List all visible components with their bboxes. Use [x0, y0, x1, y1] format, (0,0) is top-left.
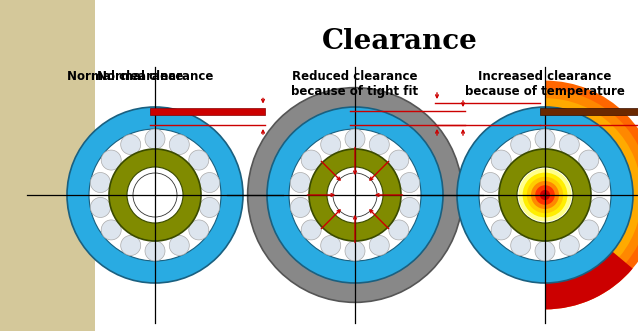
- Circle shape: [369, 235, 389, 256]
- Circle shape: [133, 173, 177, 217]
- Text: Normal clearance: Normal clearance: [67, 70, 183, 83]
- Circle shape: [579, 220, 599, 240]
- Circle shape: [517, 167, 573, 223]
- Circle shape: [290, 172, 311, 193]
- Circle shape: [121, 134, 141, 155]
- Circle shape: [480, 198, 500, 217]
- Circle shape: [345, 241, 365, 261]
- Circle shape: [89, 129, 221, 261]
- Circle shape: [101, 150, 121, 170]
- Circle shape: [480, 172, 500, 193]
- Circle shape: [535, 129, 555, 149]
- Circle shape: [369, 134, 389, 155]
- Circle shape: [590, 198, 609, 217]
- Circle shape: [301, 150, 321, 170]
- Text: Clearance: Clearance: [322, 28, 478, 55]
- Circle shape: [91, 198, 110, 217]
- Circle shape: [523, 172, 567, 217]
- Circle shape: [101, 220, 121, 240]
- Circle shape: [499, 149, 591, 241]
- Circle shape: [321, 235, 341, 256]
- Circle shape: [109, 149, 201, 241]
- Circle shape: [301, 220, 321, 240]
- Wedge shape: [545, 89, 638, 301]
- Circle shape: [290, 198, 311, 217]
- Circle shape: [345, 129, 365, 149]
- Text: Normal clearance: Normal clearance: [97, 70, 213, 83]
- Circle shape: [510, 134, 531, 155]
- Circle shape: [399, 172, 420, 193]
- Circle shape: [527, 177, 563, 213]
- Circle shape: [333, 173, 377, 217]
- Circle shape: [540, 190, 550, 200]
- Text: Reduced clearance
because of tight fit: Reduced clearance because of tight fit: [292, 70, 419, 98]
- Circle shape: [145, 129, 165, 149]
- Circle shape: [457, 107, 633, 283]
- Circle shape: [535, 185, 555, 205]
- Circle shape: [200, 198, 219, 217]
- Wedge shape: [545, 81, 638, 309]
- Circle shape: [189, 150, 209, 170]
- Circle shape: [91, 172, 110, 193]
- Circle shape: [327, 167, 383, 223]
- Circle shape: [309, 149, 401, 241]
- Bar: [0, 0, 95, 331]
- Circle shape: [491, 220, 511, 240]
- Text: Increased clearance
because of temperature: Increased clearance because of temperatu…: [465, 70, 625, 98]
- Circle shape: [121, 235, 141, 256]
- Circle shape: [200, 172, 219, 193]
- Circle shape: [267, 107, 443, 283]
- Wedge shape: [545, 195, 633, 309]
- Circle shape: [560, 235, 579, 256]
- Circle shape: [543, 193, 547, 197]
- Wedge shape: [545, 107, 633, 283]
- Circle shape: [479, 129, 611, 261]
- Circle shape: [145, 241, 165, 261]
- Circle shape: [590, 172, 609, 193]
- Circle shape: [535, 241, 555, 261]
- Circle shape: [399, 198, 420, 217]
- Circle shape: [127, 167, 183, 223]
- Circle shape: [510, 235, 531, 256]
- Circle shape: [519, 168, 572, 221]
- Circle shape: [289, 129, 421, 261]
- Bar: [150, 108, 265, 115]
- Wedge shape: [545, 98, 638, 292]
- Bar: [540, 108, 638, 115]
- Circle shape: [321, 134, 341, 155]
- Circle shape: [389, 220, 409, 240]
- Circle shape: [579, 150, 599, 170]
- Circle shape: [560, 134, 579, 155]
- Circle shape: [248, 88, 463, 302]
- Circle shape: [169, 235, 189, 256]
- Circle shape: [67, 107, 243, 283]
- Circle shape: [189, 220, 209, 240]
- Circle shape: [169, 134, 189, 155]
- Circle shape: [491, 150, 511, 170]
- Wedge shape: [545, 118, 623, 272]
- Circle shape: [389, 150, 409, 170]
- Circle shape: [531, 181, 559, 209]
